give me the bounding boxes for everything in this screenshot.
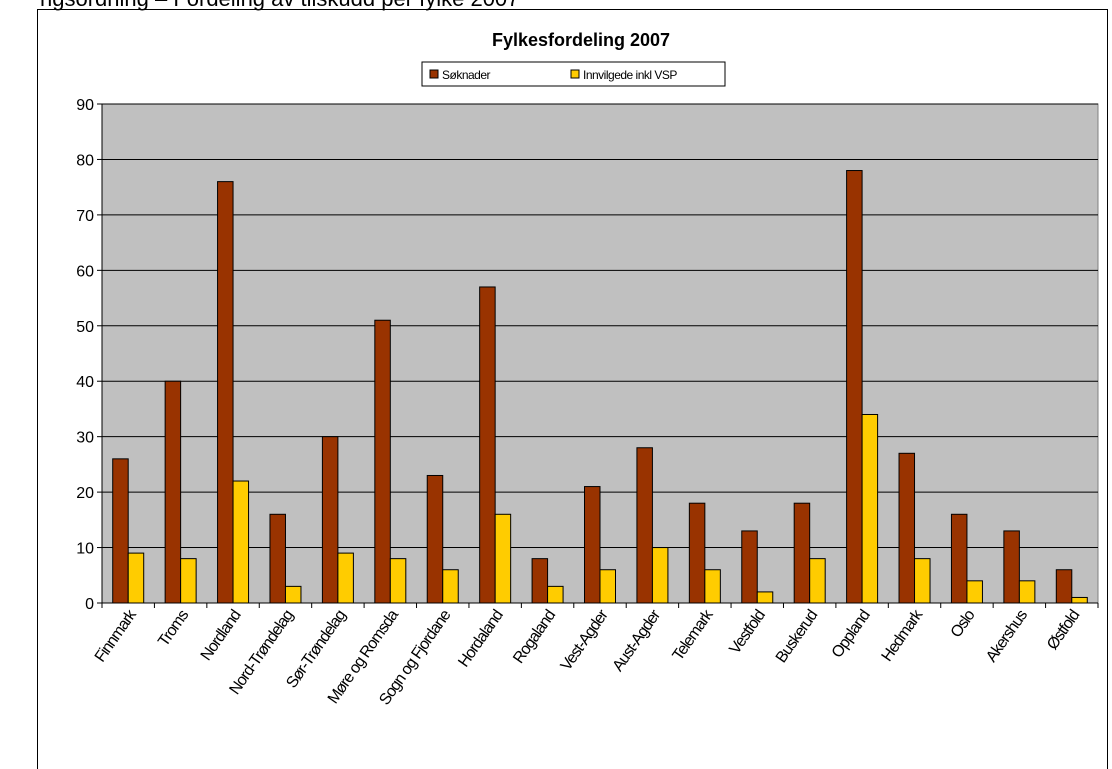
x-tick-label: Oppland [829, 607, 874, 661]
legend-swatch [570, 69, 580, 79]
bar-soknader [269, 513, 286, 604]
bar-innvilgede [599, 569, 616, 604]
bar-soknader [950, 513, 968, 604]
cropped-page-heading: ngsordning – Fordeling av tilskudd per f… [40, 0, 519, 10]
chart-frame: 0 10 20 30 40 50 60 70 80 90 Finnmark Troms Nordlan… [37, 9, 1108, 769]
bar-innvilgede [809, 558, 826, 604]
x-tick-label: Aust-Agder [610, 606, 665, 674]
bar-innvilgede [756, 591, 774, 604]
y-tick-label: 20 [76, 485, 94, 502]
legend-swatch [429, 69, 439, 79]
bar-soknader [1055, 569, 1073, 604]
bar-innvilgede [337, 552, 354, 604]
y-tick-label: 60 [76, 263, 94, 280]
bar-innvilgede [861, 413, 879, 604]
bar-soknader [793, 502, 811, 604]
bar-innvilgede [127, 552, 145, 604]
x-tick-label: Vestfold [727, 607, 769, 657]
x-tick-label: Akershus [983, 607, 1031, 666]
bar-innvilgede [704, 569, 721, 604]
bar-soknader [584, 486, 601, 604]
bar-soknader [479, 286, 496, 604]
bar-soknader [374, 319, 391, 604]
bar-soknader [688, 502, 706, 604]
bar-innvilgede [442, 569, 459, 604]
chart-title: Fylkesfordeling 2007 [492, 30, 670, 50]
y-tick-label: 40 [76, 374, 94, 391]
legend-label: Søknader [442, 68, 491, 82]
y-tick-label: 80 [76, 152, 94, 169]
y-tick-label: 90 [76, 97, 94, 114]
bar-innvilgede [284, 585, 302, 604]
bar-soknader [531, 558, 549, 604]
x-tick-label: Finnmark [92, 606, 141, 665]
legend: Søknader Innvilgede inkl VSP [421, 61, 726, 87]
bar-soknader [164, 380, 182, 604]
bar-innvilgede [651, 547, 669, 604]
bar-innvilgede [180, 558, 197, 604]
bar-innvilgede [389, 558, 407, 604]
x-tick-label: Nordland [198, 607, 245, 663]
bar-soknader [426, 474, 444, 604]
bar-soknader [846, 170, 863, 604]
x-tick-label: Østfold [1044, 607, 1083, 653]
legend-label: Innvilgede inkl VSP [583, 68, 677, 82]
bar-innvilgede [1018, 580, 1036, 604]
x-tick-label: Hordaland [455, 607, 506, 670]
bar-soknader [898, 452, 916, 604]
x-tick-label: Telemark [670, 606, 718, 664]
bar-innvilgede [494, 513, 512, 604]
bar-innvilgede [966, 580, 983, 604]
bar-soknader [741, 530, 758, 604]
bar-innvilgede [1071, 596, 1088, 604]
bar-soknader [1003, 530, 1020, 604]
chart-svg: 0 10 20 30 40 50 60 70 80 90 Finnmark Troms Nordlan… [76, 30, 1099, 708]
x-tick-label: Troms [155, 607, 192, 650]
y-tick-label: 10 [76, 541, 94, 558]
y-tick-label: 50 [76, 319, 94, 336]
x-tick-label: Oslo [948, 607, 979, 641]
x-tick-label: Hedmark [879, 606, 927, 665]
x-tick-label: Rogaland [510, 607, 559, 666]
y-tick-label: 70 [76, 208, 94, 225]
bar-soknader [321, 436, 339, 604]
y-tick-label: 30 [76, 430, 94, 447]
bar-soknader [636, 447, 653, 604]
bar-innvilgede [914, 558, 931, 604]
x-tick-label: Buskerud [773, 607, 821, 666]
bar-soknader [217, 181, 234, 604]
y-tick-label: 0 [85, 596, 94, 613]
bar-innvilgede [547, 585, 564, 604]
x-tick-label: Vest-Agder [558, 606, 613, 674]
bar-innvilgede [232, 480, 250, 604]
bar-soknader [112, 458, 129, 604]
